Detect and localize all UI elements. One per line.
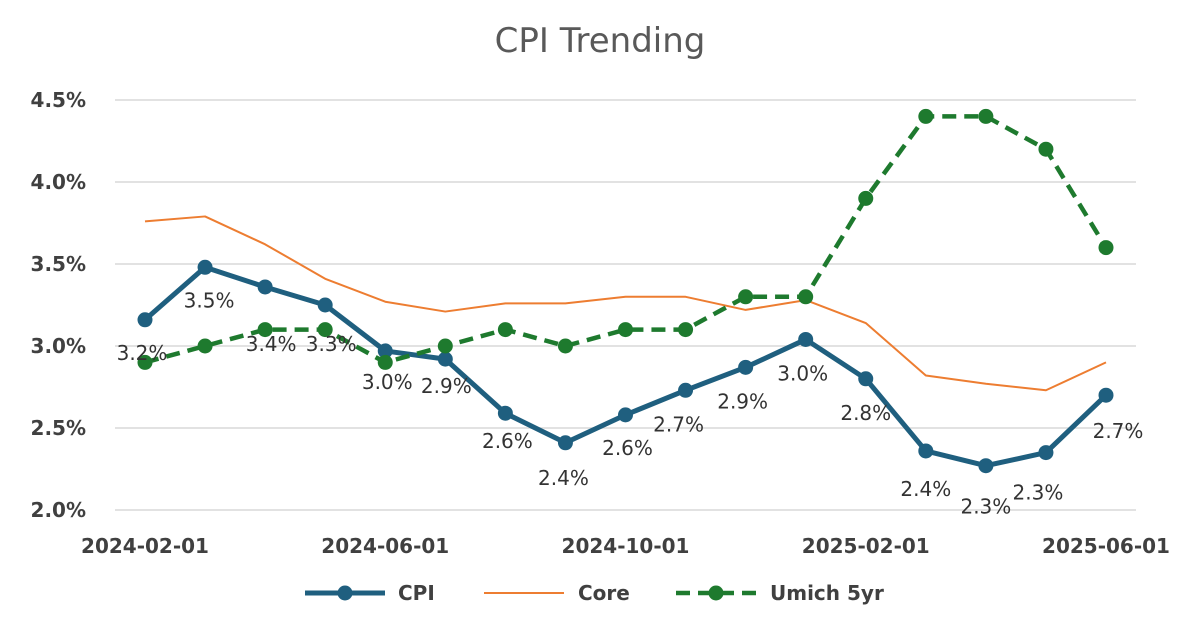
cpi-data-label: 2.7% — [653, 412, 704, 436]
x-tick-label: 2025-06-01 — [1042, 534, 1170, 558]
cpi-data-label: 3.0% — [777, 361, 828, 385]
cpi-point — [257, 279, 273, 295]
umich-point — [197, 338, 213, 354]
cpi-data-label: 2.9% — [717, 389, 768, 413]
cpi-point — [738, 359, 754, 375]
cpi-point — [618, 407, 633, 423]
cpi-point — [497, 405, 513, 421]
umich-point — [858, 190, 874, 206]
umich-point — [377, 354, 393, 370]
umich-point — [618, 322, 633, 338]
cpi-point — [137, 312, 153, 328]
y-tick-label: 3.0% — [31, 334, 86, 358]
cpi-data-label: 2.6% — [602, 436, 653, 460]
cpi-data-label: 2.4% — [538, 466, 589, 490]
y-tick-label: 4.0% — [31, 170, 86, 194]
umich-point — [978, 108, 994, 124]
chart-title: CPI Trending — [495, 21, 706, 61]
legend-marker-umich — [708, 585, 724, 601]
umich-point — [557, 338, 573, 354]
cpi-point — [317, 297, 333, 313]
cpi-data-label: 3.3% — [306, 332, 357, 356]
cpi-data-label: 2.7% — [1093, 419, 1144, 443]
cpi-point — [437, 351, 453, 367]
cpi-point — [557, 435, 573, 451]
umich-point — [137, 354, 153, 370]
x-tick-label: 2024-10-01 — [562, 534, 690, 558]
umich-point — [317, 322, 333, 338]
x-tick-label: 2024-02-01 — [81, 534, 209, 558]
cpi-point — [798, 331, 814, 347]
cpi-data-label: 2.4% — [900, 477, 951, 501]
x-axis-ticks: 2024-02-01 2024-06-01 2024-10-01 2025-02-01… — [81, 534, 1170, 558]
gridlines — [115, 99, 1136, 511]
umich-point — [918, 108, 934, 124]
cpi-data-label: 2.3% — [960, 495, 1011, 519]
cpi-data-label: 2.8% — [840, 401, 891, 425]
legend-label-cpi: CPI — [398, 581, 435, 605]
legend-marker-cpi — [337, 585, 353, 601]
cpi-point — [978, 458, 994, 474]
legend-item-cpi: CPI — [305, 581, 435, 605]
cpi-data-label: 2.6% — [482, 429, 533, 453]
umich-point — [1098, 240, 1114, 256]
cpi-point — [678, 382, 694, 398]
legend-item-umich: Umich 5yr — [676, 581, 884, 605]
y-tick-label: 3.5% — [31, 252, 86, 276]
cpi-data-label: 2.9% — [421, 374, 472, 398]
cpi-point — [1098, 387, 1114, 403]
cpi-point — [197, 259, 213, 275]
legend-label-core: Core — [578, 581, 630, 605]
series-core — [144, 215, 1107, 392]
umich-point — [257, 322, 273, 338]
umich-line — [144, 114, 1108, 365]
legend: CPI Core Umich 5yr — [305, 581, 884, 605]
umich-point — [738, 289, 754, 305]
umich-point — [678, 322, 694, 338]
data-labels: 3.2%3.5%3.4% 3.3%3.0% 2.9%2.6%2.4%2.6%2.7%… — [117, 288, 1144, 518]
cpi-point — [377, 343, 393, 359]
umich-point — [798, 289, 814, 305]
cpi-data-label: 3.4% — [246, 332, 297, 356]
cpi-point — [1038, 445, 1054, 461]
cpi-point — [858, 371, 874, 387]
cpi-data-label: 2.3% — [1013, 481, 1064, 505]
umich-point — [497, 322, 513, 338]
umich-point — [1038, 141, 1054, 157]
x-tick-label: 2025-02-01 — [802, 534, 930, 558]
cpi-data-label: 3.2% — [117, 341, 168, 365]
series-umich-5yr — [137, 108, 1114, 370]
cpi-point — [918, 443, 934, 459]
umich-point — [437, 338, 453, 354]
cpi-data-label: 3.5% — [184, 288, 235, 312]
series-cpi — [137, 259, 1114, 474]
cpi-data-label: 3.0% — [362, 370, 413, 394]
y-tick-label: 2.0% — [31, 498, 86, 522]
series-layer — [137, 108, 1114, 474]
legend-label-umich: Umich 5yr — [770, 581, 884, 605]
y-tick-label: 2.5% — [31, 416, 86, 440]
y-axis-ticks: 2.0% 2.5% 3.0% 3.5% 4.0% 4.5% — [31, 88, 86, 522]
y-tick-label: 4.5% — [31, 88, 86, 112]
x-tick-label: 2024-06-01 — [321, 534, 449, 558]
core-line — [144, 215, 1107, 392]
legend-item-core: Core — [484, 581, 630, 605]
